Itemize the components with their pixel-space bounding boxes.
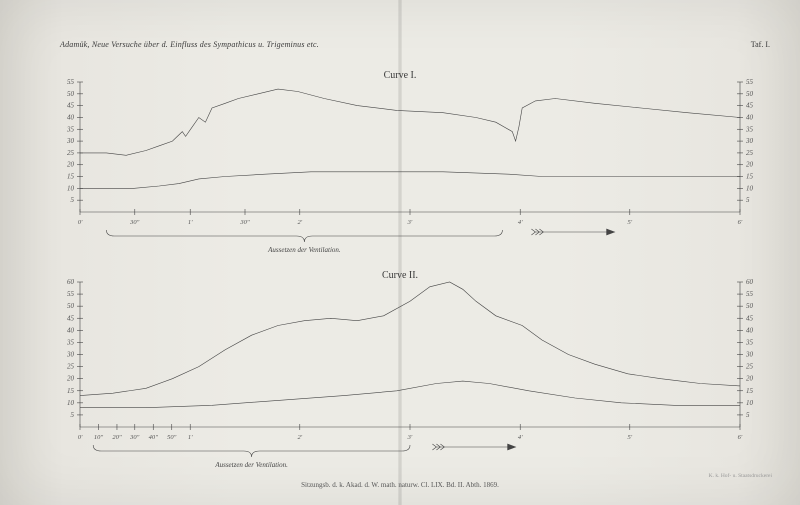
svg-text:15: 15 [67, 173, 75, 181]
svg-text:50: 50 [67, 90, 75, 98]
svg-text:5: 5 [746, 411, 750, 419]
svg-text:45: 45 [67, 314, 75, 322]
svg-text:6': 6' [738, 219, 743, 226]
svg-text:20: 20 [746, 161, 754, 169]
chart2-svg: 5510101515202025253030353540404545505055… [80, 282, 740, 477]
header-citation: Adamük, Neue Versuche über d. Einfluss d… [60, 40, 319, 49]
svg-text:5: 5 [746, 196, 750, 204]
plate-number: Taf. I. [751, 40, 770, 49]
page-plate: Adamük, Neue Versuche über d. Einfluss d… [0, 0, 800, 505]
svg-text:20: 20 [746, 375, 754, 383]
svg-text:20": 20" [112, 434, 122, 441]
svg-text:30": 30" [129, 434, 140, 441]
svg-text:10: 10 [746, 184, 754, 192]
svg-text:30: 30 [745, 351, 754, 359]
svg-text:Aussetzen der Ventilation.: Aussetzen der Ventilation. [214, 461, 288, 469]
svg-text:2': 2' [297, 219, 302, 226]
svg-text:5: 5 [71, 411, 75, 419]
svg-text:35: 35 [745, 338, 754, 346]
svg-text:40": 40" [149, 434, 159, 441]
svg-text:10": 10" [94, 434, 104, 441]
chart1: 5510101515202025253030353540404545505055… [80, 82, 740, 232]
svg-text:30": 30" [239, 219, 250, 226]
svg-text:35: 35 [66, 125, 75, 133]
svg-text:20: 20 [67, 375, 75, 383]
svg-text:60: 60 [67, 278, 75, 286]
svg-text:15: 15 [746, 387, 754, 395]
svg-text:0': 0' [78, 434, 83, 441]
svg-text:2': 2' [297, 434, 302, 441]
svg-text:40: 40 [746, 326, 754, 334]
svg-text:50: 50 [746, 302, 754, 310]
svg-text:1': 1' [188, 434, 193, 441]
svg-text:50": 50" [167, 434, 177, 441]
chart2: 5510101515202025253030353540404545505055… [80, 282, 740, 447]
svg-text:55: 55 [67, 78, 75, 86]
svg-text:10: 10 [67, 399, 75, 407]
chart1-svg: 5510101515202025253030353540404545505055… [80, 82, 740, 262]
svg-text:0': 0' [78, 219, 83, 226]
svg-text:5': 5' [627, 219, 632, 226]
svg-text:55: 55 [746, 78, 754, 86]
svg-text:35: 35 [745, 125, 754, 133]
chart2-title: Curve II. [0, 270, 800, 281]
svg-text:5: 5 [71, 196, 75, 204]
svg-text:25: 25 [746, 363, 754, 371]
svg-text:3': 3' [407, 219, 413, 226]
svg-text:4': 4' [518, 219, 523, 226]
svg-text:45: 45 [67, 102, 75, 110]
svg-text:4': 4' [518, 434, 523, 441]
chart1-title: Curve I. [0, 70, 800, 81]
svg-text:3': 3' [407, 434, 413, 441]
svg-text:55: 55 [67, 290, 75, 298]
svg-text:50: 50 [67, 302, 75, 310]
svg-text:5': 5' [627, 434, 632, 441]
svg-text:40: 40 [67, 326, 75, 334]
svg-text:25: 25 [67, 149, 75, 157]
svg-text:55: 55 [746, 290, 754, 298]
svg-text:10: 10 [746, 399, 754, 407]
svg-text:35: 35 [66, 338, 75, 346]
svg-text:20: 20 [67, 161, 75, 169]
svg-text:10: 10 [67, 184, 75, 192]
svg-text:25: 25 [746, 149, 754, 157]
printer-mark: K. k. Hof- u. Staatsdruckerei [709, 473, 772, 479]
svg-text:1': 1' [188, 219, 193, 226]
svg-text:25: 25 [67, 363, 75, 371]
svg-text:45: 45 [746, 102, 754, 110]
svg-text:40: 40 [746, 113, 754, 121]
svg-text:6': 6' [738, 434, 743, 441]
footer-citation: Sitzungsb. d. k. Akad. d. W. math. natur… [0, 481, 800, 489]
svg-text:40: 40 [67, 113, 75, 121]
svg-text:30: 30 [745, 137, 754, 145]
svg-text:30: 30 [66, 137, 75, 145]
svg-text:60: 60 [746, 278, 754, 286]
svg-text:15: 15 [67, 387, 75, 395]
svg-text:15: 15 [746, 173, 754, 181]
svg-text:Aussetzen der Ventilation.: Aussetzen der Ventilation. [267, 246, 341, 254]
svg-text:30: 30 [66, 351, 75, 359]
svg-text:30": 30" [129, 219, 140, 226]
svg-text:45: 45 [746, 314, 754, 322]
svg-text:50: 50 [746, 90, 754, 98]
